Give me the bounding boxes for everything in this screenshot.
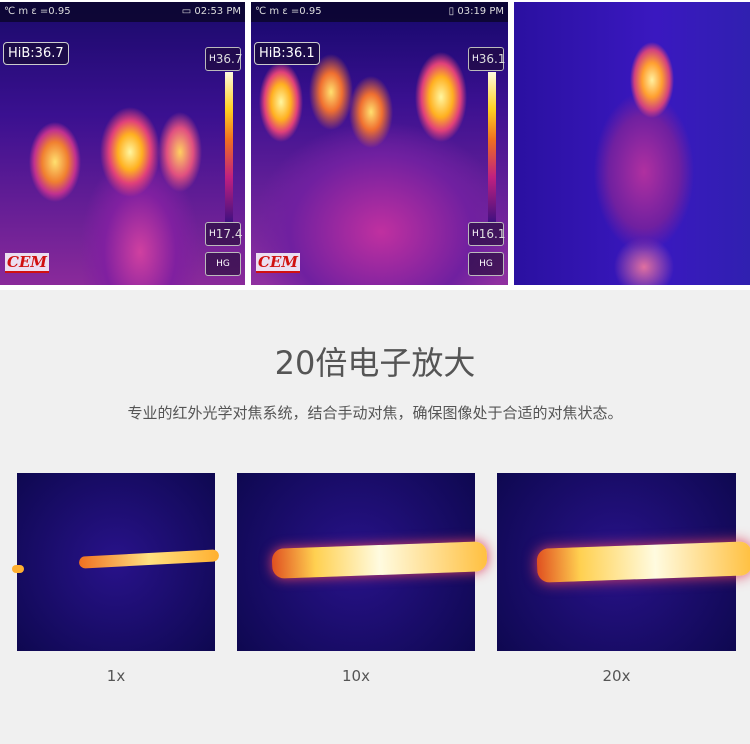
mode-box: HG <box>468 252 504 276</box>
clock: ▭ 02:53 PM <box>181 6 241 17</box>
section-subtitle: 专业的红外光学对焦系统，结合手动对焦，确保图像处于合适的对焦状态。 <box>127 404 623 422</box>
low-temp-box: H 16.1 <box>468 222 506 246</box>
thermal-image-group-2: ℃ m ε =0.95 ▯ 03:19 PM HiB:36.1 H 36.1 H 16… <box>251 2 508 285</box>
color-scale-bar <box>488 72 496 222</box>
hib-readout: HiB:36.1 <box>254 42 320 65</box>
thermal-gallery: ℃ m ε =0.95 ▭ 02:53 PM HiB:36.7 H 36.7 H 17… <box>0 0 750 290</box>
section-title: 20倍电子放大 <box>274 344 476 382</box>
clock: ▯ 03:19 PM <box>448 6 504 17</box>
thermal-image-group-1: ℃ m ε =0.95 ▭ 02:53 PM HiB:36.7 H 36.7 H 17… <box>0 2 245 285</box>
thermal-image-person <box>514 2 750 285</box>
battery-icon: ▯ <box>448 6 458 17</box>
status-bar: ℃ m ε =0.95 ▭ 02:53 PM <box>0 2 245 22</box>
battery-charging-icon: ▭ <box>181 6 195 17</box>
cem-logo: CEM <box>5 253 49 273</box>
high-temp-box: H 36.7 <box>205 47 243 71</box>
status-bar: ℃ m ε =0.95 ▯ 03:19 PM <box>251 2 508 22</box>
hot-spot <box>12 565 24 573</box>
mode-box: HG <box>205 252 241 276</box>
status-readout: ℃ m ε =0.95 <box>255 6 322 17</box>
hib-readout: HiB:36.7 <box>3 42 69 65</box>
zoom-image-10x <box>237 473 488 651</box>
zoom-label-20x: 20x <box>602 667 631 685</box>
zoom-label-10x: 10x <box>342 667 370 685</box>
high-temp-box: H 36.1 <box>468 47 506 71</box>
hot-rod <box>271 541 488 579</box>
color-scale-bar <box>225 72 233 222</box>
zoom-label-1x: 1x <box>106 667 126 685</box>
zoom-image-1x <box>12 473 220 651</box>
hot-rod <box>536 541 750 583</box>
zoom-image-20x <box>497 473 750 651</box>
hot-rod <box>78 549 220 569</box>
cem-logo: CEM <box>256 253 300 273</box>
low-temp-box: H 17.4 <box>205 222 243 246</box>
status-readout: ℃ m ε =0.95 <box>4 6 71 17</box>
